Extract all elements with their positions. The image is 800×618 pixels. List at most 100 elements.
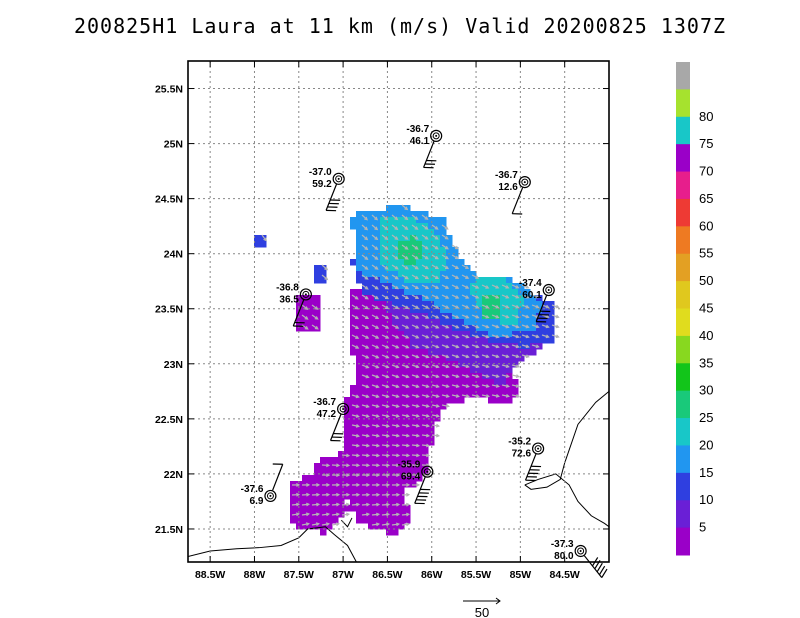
wind-speed-cell: [524, 319, 531, 326]
wind-vector-head: [364, 236, 369, 241]
wind-speed-cell: [374, 217, 381, 224]
wind-speed-cell: [374, 439, 381, 446]
wind-speed-cell: [392, 529, 399, 536]
wind-speed-cell: [380, 247, 387, 254]
wind-speed-cell: [452, 385, 459, 392]
wind-vector: [261, 234, 267, 241]
wind-speed-cell: [476, 385, 483, 392]
wind-vector-head: [495, 324, 500, 329]
wind-vector-head: [434, 255, 439, 260]
wind-speed-cell: [416, 367, 423, 374]
wind-vector: [461, 304, 469, 309]
wind-speed-cell: [398, 313, 405, 320]
wind-vector: [361, 254, 368, 260]
wind-speed-cell: [404, 361, 411, 368]
dropsonde: -36.836.5: [276, 282, 312, 327]
wind-vector-head: [314, 325, 319, 330]
wind-vector: [351, 434, 360, 437]
wind-speed-cell: [302, 307, 309, 314]
wind-speed-cell: [356, 511, 363, 518]
wind-vector-head: [405, 344, 410, 349]
wind-vector-head: [365, 414, 370, 418]
wind-speed-cell: [338, 511, 345, 518]
wind-speed-cell: [362, 517, 369, 524]
wind-vector-head: [374, 216, 379, 221]
wind-vector-head: [384, 216, 389, 221]
wind-vector-head: [515, 334, 520, 339]
wind-vector: [361, 264, 368, 270]
colorbar-band: [676, 62, 690, 90]
wind-speed-cell: [416, 229, 423, 236]
wind-vector: [521, 294, 529, 299]
wind-speed-cell: [410, 415, 417, 422]
wind-vector-head: [455, 344, 460, 349]
wind-speed-cell: [374, 415, 381, 422]
wind-speed-cell: [440, 343, 447, 350]
wind-vector-head: [365, 325, 370, 329]
wind-speed-cell: [314, 463, 321, 470]
wind-vector: [421, 374, 429, 378]
wind-speed-cell: [542, 301, 549, 308]
wind-speed-cell: [434, 229, 441, 236]
wind-speed-cell: [494, 397, 501, 404]
wind-speed-cell: [446, 343, 453, 350]
wind-vector-head: [394, 226, 399, 231]
wind-vector-head: [354, 305, 359, 310]
wind-speed-cell: [362, 493, 369, 500]
wind-vector-head: [405, 522, 411, 527]
wind-vector: [481, 344, 489, 348]
wind-vector: [441, 224, 449, 230]
wind-speed-cell: [344, 427, 351, 434]
wind-vector-head: [435, 285, 440, 289]
wind-speed-cell: [470, 343, 477, 350]
wind-vector-head: [414, 275, 419, 280]
wind-vector-head: [434, 265, 439, 270]
wind-speed-cell: [476, 283, 483, 290]
wind-speed-cell: [320, 265, 327, 272]
wind-vector: [331, 513, 340, 516]
wind-speed-cell: [410, 397, 417, 404]
colorbar-label: 40: [699, 328, 713, 343]
wind-vector-head: [455, 285, 460, 289]
wind-speed-cell: [380, 295, 387, 302]
wind-vector: [421, 444, 430, 447]
wind-vector: [391, 424, 399, 427]
wind-speed-cell: [368, 319, 375, 326]
wind-vector-head: [435, 334, 440, 339]
wind-vector-head: [505, 384, 510, 388]
wind-speed-cell: [446, 313, 453, 320]
wind-speed-cell: [416, 379, 423, 386]
wind-speed-cell: [374, 367, 381, 374]
wind-speed-cell: [362, 253, 369, 260]
wind-vector: [371, 254, 378, 260]
wind-speed-cell: [422, 367, 429, 374]
wind-vector: [301, 314, 309, 320]
wind-speed-cell: [494, 385, 501, 392]
wind-speed-cell: [356, 265, 363, 272]
wind-vector-head: [296, 492, 301, 497]
wind-speed-cell: [386, 253, 393, 260]
wind-vector: [481, 314, 489, 319]
wind-speed-cell: [254, 235, 261, 242]
wind-speed-cell: [314, 505, 321, 512]
wind-speed-cell: [380, 481, 387, 488]
wind-vector-head: [395, 345, 400, 349]
wind-speed-cell: [374, 349, 381, 356]
wind-vector-head: [435, 433, 441, 438]
wind-speed-cell: [392, 229, 399, 236]
wind-vector: [401, 294, 409, 299]
wind-speed-cell: [434, 385, 441, 392]
wind-speed-cell: [416, 307, 423, 314]
wind-vector: [431, 434, 440, 437]
wind-speed-cell: [476, 343, 483, 350]
wind-speed-cell: [464, 277, 471, 284]
wind-speed-cell: [314, 523, 321, 530]
wind-speed-cell: [506, 289, 513, 296]
wind-vector-head: [365, 423, 370, 428]
wind-speed-cell: [362, 355, 369, 362]
wind-speed-cell: [374, 445, 381, 452]
wind-speed-cell: [260, 241, 267, 248]
wind-speed-cell: [392, 211, 399, 218]
wind-vector: [351, 314, 359, 320]
wind-speed-cell: [308, 517, 315, 524]
